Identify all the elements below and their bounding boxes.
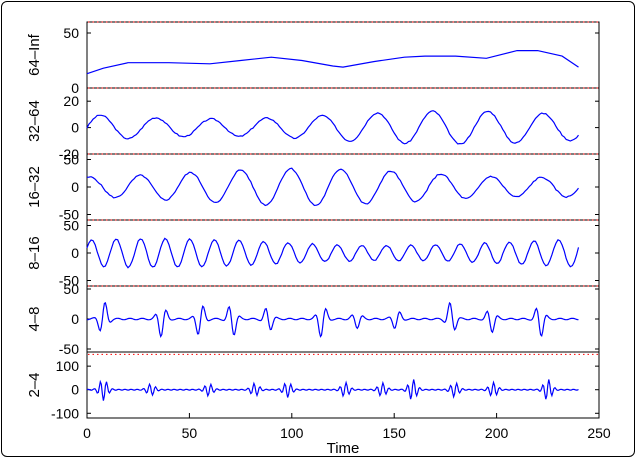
x-tick-label: 0 [83,425,91,441]
panel-label: 16–32 [26,166,43,208]
x-tick-label: 150 [383,425,407,441]
x-tick-label: 50 [182,425,198,441]
panel-label: 64–Inf [26,33,43,76]
y-tick-label: 0 [71,179,79,195]
series-line [86,237,580,269]
y-tick-label: 50 [63,281,79,297]
y-tick-label: 0 [71,80,79,96]
series-line [86,50,579,75]
panel-frame [86,21,600,89]
panel: -20 0 20 32–64 [26,87,600,162]
y-tick-label: 0 [71,311,79,327]
panel-label: 4–8 [26,306,43,331]
x-tick-label: 100 [280,425,304,441]
series-line [86,110,579,145]
y-tick-label: 0 [71,382,79,398]
y-tick-label: -100 [51,405,79,421]
x-tick-label: 200 [485,425,509,441]
panel: 0 50 64–Inf [26,21,600,96]
panel-label: 2–4 [26,372,43,397]
x-axis-label: Time [327,440,360,456]
x-tick-label: 250 [587,425,611,441]
y-tick-label: 50 [63,152,79,168]
panel: -50 0 50 4–8 [26,281,600,357]
y-tick-label: 50 [63,218,79,234]
series-line [86,379,579,401]
y-tick-label: -50 [59,207,79,223]
panel: -50 0 50 16–32 [26,152,600,223]
panel-frame [86,351,600,419]
y-tick-label: 0 [71,245,79,261]
panel-label: 32–64 [26,100,43,142]
y-tick-label: -50 [59,341,79,357]
panel-frame [86,153,600,221]
y-tick-label: 0 [71,120,79,136]
series-line [86,301,579,339]
y-tick-label: -50 [59,273,79,289]
y-tick-label: 50 [63,25,79,41]
panel-label: 8–16 [26,236,43,269]
y-tick-label: -20 [59,146,79,162]
panel: -100 0 100 2–4 [26,351,600,421]
y-tick-label: 100 [56,358,80,374]
series-line [86,167,579,207]
panel: -50 0 50 8–16 [26,218,600,289]
y-tick-label: 20 [63,93,79,109]
x-axis: 0 50 100 150 200 250 Time [83,413,611,456]
